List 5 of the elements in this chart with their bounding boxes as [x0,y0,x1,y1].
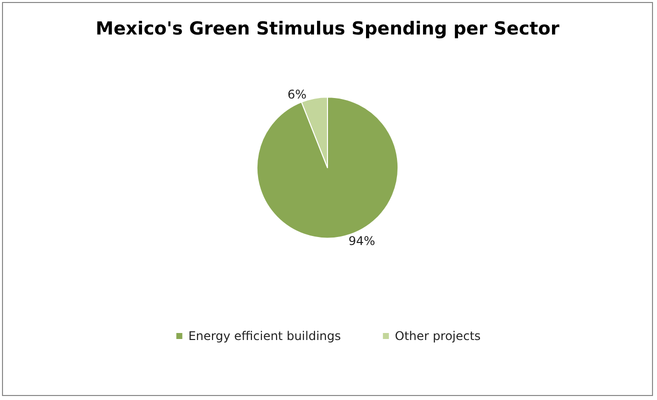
data-label: 6% [287,87,307,102]
chart-title: Mexico's Green Stimulus Spending per Sector [96,18,560,40]
legend-label: Other projects [394,329,481,343]
data-label: 94% [348,234,376,248]
legend-label: Energy efficient buildings [188,329,341,343]
